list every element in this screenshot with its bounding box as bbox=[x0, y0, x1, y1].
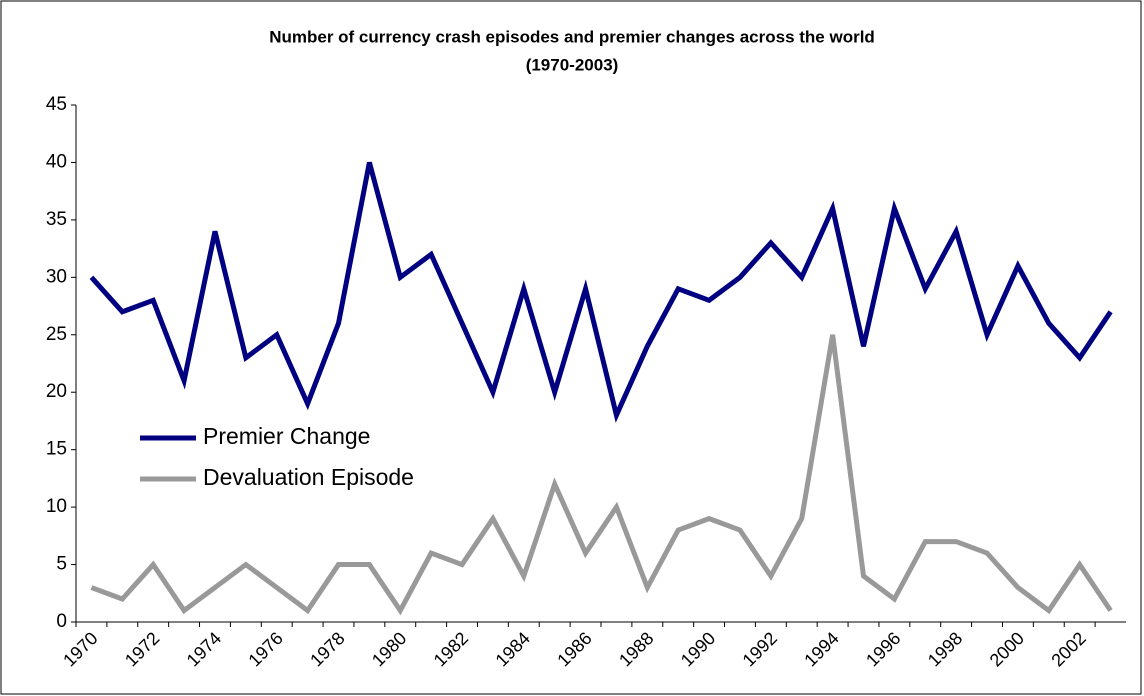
series-line bbox=[90, 334, 1113, 616]
chart-subtitle: (1970-2003) bbox=[526, 55, 619, 74]
y-tick-label: 25 bbox=[46, 324, 67, 345]
y-tick-label: 40 bbox=[46, 151, 67, 172]
series-line bbox=[89, 161, 1113, 423]
y-tick-label: 15 bbox=[46, 439, 67, 460]
y-tick-label: 30 bbox=[46, 266, 67, 287]
y-tick-label: 10 bbox=[46, 496, 67, 517]
legend-label: Devaluation Episode bbox=[203, 464, 414, 490]
y-tick-label: 35 bbox=[46, 209, 67, 230]
y-tick-label: 20 bbox=[46, 381, 67, 402]
y-tick-label: 45 bbox=[46, 94, 67, 115]
legend-label: Premier Change bbox=[203, 423, 370, 449]
y-tick-label: 5 bbox=[56, 554, 67, 575]
y-tick-label: 0 bbox=[56, 611, 67, 632]
chart-title: Number of currency crash episodes and pr… bbox=[269, 27, 875, 46]
